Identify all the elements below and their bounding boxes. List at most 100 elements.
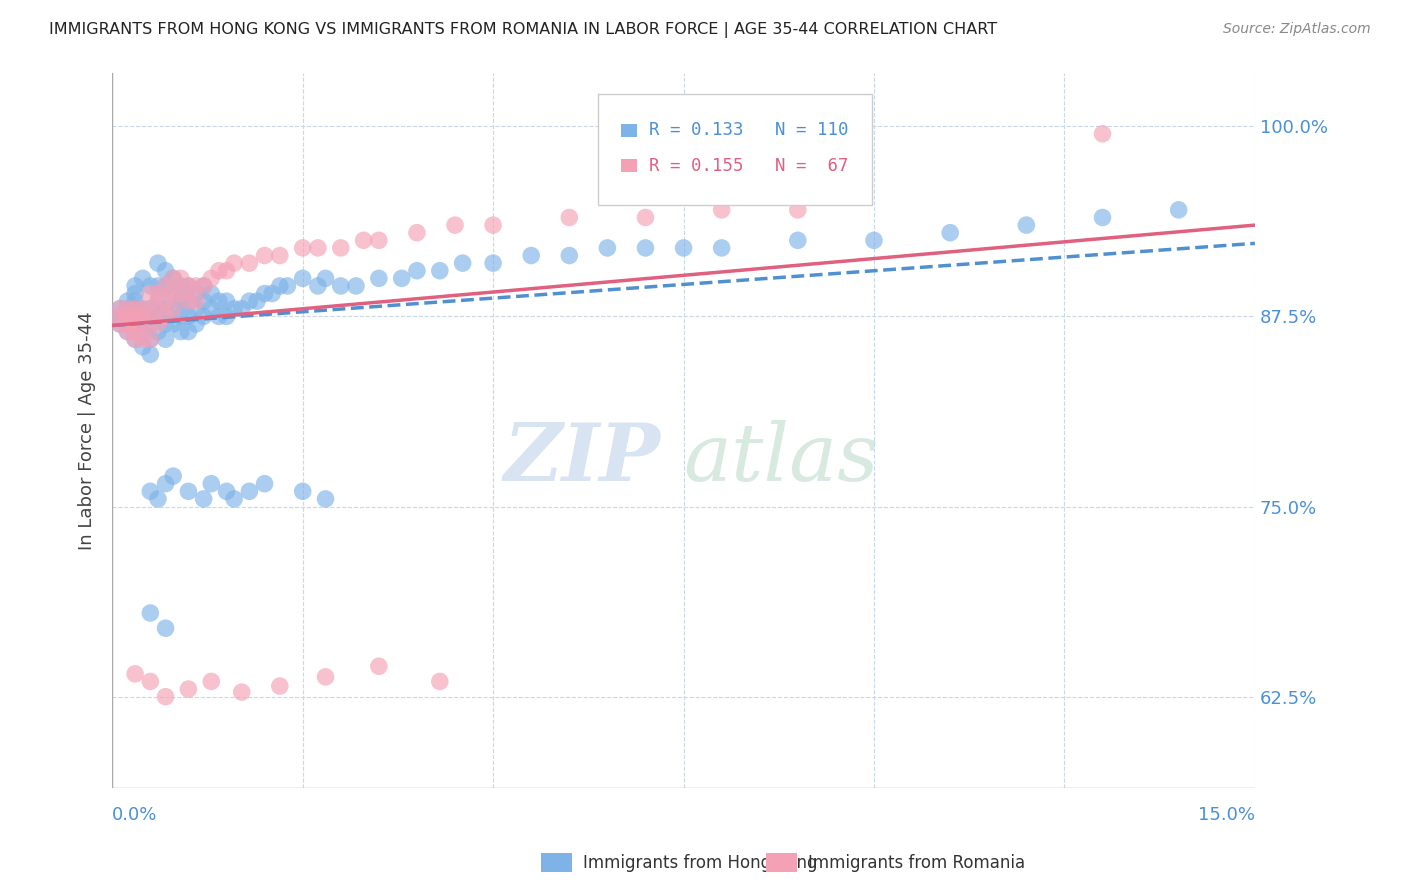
Point xyxy=(139,332,162,346)
Text: Immigrants from Hong Kong: Immigrants from Hong Kong xyxy=(583,854,818,871)
Point xyxy=(224,301,246,316)
Point xyxy=(224,256,246,270)
Point xyxy=(200,301,222,316)
Point xyxy=(200,674,222,689)
Text: 15.0%: 15.0% xyxy=(1198,806,1256,824)
Point xyxy=(353,233,375,247)
Point xyxy=(124,279,146,293)
Point xyxy=(155,310,177,324)
Point xyxy=(146,294,169,309)
Point xyxy=(155,294,177,309)
Point xyxy=(231,301,253,316)
Point xyxy=(146,279,169,293)
Point xyxy=(117,294,139,309)
Point xyxy=(193,491,215,506)
Point xyxy=(155,279,177,293)
Point xyxy=(117,301,139,316)
Point xyxy=(215,484,238,499)
Point xyxy=(132,325,155,339)
Point xyxy=(184,286,207,301)
Point xyxy=(108,301,131,316)
Point xyxy=(193,294,215,309)
Point xyxy=(146,256,169,270)
Point xyxy=(146,325,169,339)
Bar xyxy=(620,124,637,136)
Point xyxy=(177,279,200,293)
Point xyxy=(124,332,146,346)
Point xyxy=(170,325,193,339)
Point xyxy=(193,279,215,293)
Point xyxy=(215,264,238,278)
Point xyxy=(124,301,146,316)
Point xyxy=(672,241,695,255)
Point xyxy=(146,310,169,324)
Point xyxy=(253,476,276,491)
Point xyxy=(117,325,139,339)
Point xyxy=(391,271,413,285)
Point xyxy=(786,233,808,247)
Point xyxy=(177,310,200,324)
Point xyxy=(108,301,131,316)
Point xyxy=(162,301,184,316)
Text: Immigrants from Romania: Immigrants from Romania xyxy=(808,854,1025,871)
Point xyxy=(132,301,155,316)
Point xyxy=(162,469,184,483)
Point xyxy=(863,233,886,247)
Point xyxy=(108,317,131,331)
Y-axis label: In Labor Force | Age 35-44: In Labor Force | Age 35-44 xyxy=(79,311,96,549)
Point xyxy=(124,301,146,316)
Point xyxy=(193,279,215,293)
Point xyxy=(117,317,139,331)
Point xyxy=(170,310,193,324)
Point xyxy=(108,310,131,324)
Point xyxy=(124,310,146,324)
Point xyxy=(124,310,146,324)
Point xyxy=(162,286,184,301)
Point xyxy=(939,226,962,240)
Point xyxy=(634,241,657,255)
Point xyxy=(329,279,352,293)
Point xyxy=(429,674,451,689)
Point xyxy=(132,340,155,354)
Point xyxy=(262,286,284,301)
Point xyxy=(200,286,222,301)
Point xyxy=(108,310,131,324)
Point xyxy=(177,484,200,499)
Point xyxy=(1167,202,1189,217)
Point xyxy=(124,294,146,309)
Point xyxy=(155,621,177,635)
Point xyxy=(200,271,222,285)
Point xyxy=(117,301,139,316)
Point xyxy=(124,310,146,324)
Point xyxy=(184,279,207,293)
Point xyxy=(124,332,146,346)
Point xyxy=(139,347,162,361)
Point xyxy=(155,332,177,346)
Point xyxy=(238,294,260,309)
Point xyxy=(132,271,155,285)
Point xyxy=(520,248,543,262)
Point xyxy=(139,606,162,620)
Point xyxy=(132,310,155,324)
Point xyxy=(146,491,169,506)
Point xyxy=(291,241,314,255)
Point xyxy=(231,685,253,699)
Point xyxy=(596,241,619,255)
Point xyxy=(124,317,146,331)
Point xyxy=(208,310,231,324)
Point xyxy=(139,286,162,301)
Text: R = 0.155   N =  67: R = 0.155 N = 67 xyxy=(650,157,849,175)
Point xyxy=(1091,127,1114,141)
Point xyxy=(177,294,200,309)
Point xyxy=(558,211,581,225)
Point xyxy=(162,271,184,285)
Point xyxy=(367,659,389,673)
Point xyxy=(558,248,581,262)
Point xyxy=(108,317,131,331)
Point xyxy=(139,279,162,293)
Point xyxy=(367,233,389,247)
Point xyxy=(139,332,162,346)
Bar xyxy=(620,160,637,172)
Point xyxy=(124,286,146,301)
Point xyxy=(444,218,467,232)
